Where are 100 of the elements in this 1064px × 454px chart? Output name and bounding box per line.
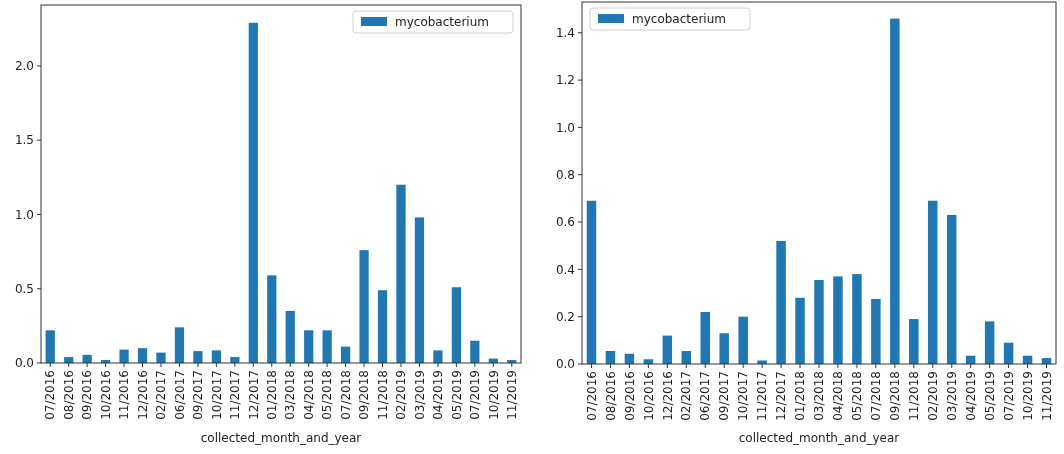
bar — [909, 319, 919, 364]
bar — [738, 316, 748, 364]
x-tick-label: 03/2018 — [283, 370, 298, 420]
x-tick-label: 10/2017 — [209, 370, 224, 420]
x-tick-label: 02/2017 — [154, 370, 169, 420]
y-tick-label: 0.6 — [555, 215, 575, 230]
bar — [833, 276, 843, 364]
x-tick-label: 02/2019 — [394, 370, 409, 420]
y-tick-label: 0.2 — [555, 309, 575, 324]
x-tick-label: 12/2016 — [660, 371, 675, 421]
bar — [322, 330, 332, 363]
x-tick-label: 07/2018 — [338, 370, 353, 420]
bar — [248, 22, 258, 363]
bar — [377, 290, 388, 363]
bar — [795, 297, 805, 364]
x-tick-label: 11/2016 — [117, 370, 132, 420]
y-tick-label: 0.5 — [14, 281, 34, 296]
x-tick-label: 08/2016 — [603, 371, 618, 421]
x-tick-label: 11/2018 — [907, 371, 921, 421]
x-tick-label: 01/2018 — [793, 371, 808, 421]
x-tick-label: 10/2016 — [98, 370, 113, 420]
x-tick-label: 05/2018 — [850, 371, 865, 421]
x-tick-label: 03/2019 — [412, 370, 427, 420]
bar — [433, 350, 443, 363]
x-tick-label: 05/2019 — [449, 370, 464, 420]
bar — [137, 348, 148, 363]
x-tick-label: 10/2017 — [736, 371, 751, 421]
x-axis-title: collected_month_and_year — [200, 431, 362, 445]
x-tick-label: 12/2016 — [135, 370, 150, 420]
x-tick-label: 03/2019 — [944, 371, 959, 421]
y-tick-label: 0.4 — [555, 262, 575, 277]
y-tick-label: 1.0 — [555, 120, 575, 135]
x-tick-label: 05/2019 — [982, 371, 997, 421]
y-tick-label: 1.4 — [555, 25, 575, 40]
x-tick-label: 09/2017 — [191, 370, 206, 420]
x-tick-label: 05/2018 — [320, 370, 335, 420]
bar — [267, 275, 277, 363]
bar — [119, 349, 129, 363]
x-tick-label: 10/2016 — [641, 371, 656, 421]
x-tick-label: 07/2016 — [43, 370, 58, 420]
x-tick-label: 09/2016 — [622, 371, 637, 421]
bar — [928, 200, 938, 364]
x-tick-label: 09/2018 — [888, 371, 903, 421]
x-tick-label: 02/2019 — [925, 371, 940, 421]
x-tick-label: 04/2019 — [431, 370, 446, 420]
bar — [871, 298, 881, 364]
x-tick-label: 07/2018 — [869, 371, 884, 421]
bar — [946, 214, 957, 364]
x-tick-label: 04/2018 — [831, 371, 846, 421]
bar — [719, 333, 729, 364]
legend-label: mycobacterium — [395, 15, 489, 29]
bar — [414, 217, 425, 363]
x-tick-label: 09/2017 — [717, 371, 732, 421]
bar — [396, 184, 406, 363]
x-tick-label: 11/2018 — [375, 370, 390, 420]
x-tick-label: 07/2019 — [468, 370, 483, 420]
x-tick-label: 04/2018 — [301, 370, 316, 420]
x-tick-label: 12/2017 — [774, 371, 789, 421]
y-tick-label: 1.5 — [14, 133, 34, 148]
x-tick-label: 01/2018 — [264, 370, 279, 420]
bar — [890, 18, 900, 364]
x-axis-title: collected_month_and_year — [738, 431, 900, 445]
legend-label: mycobacterium — [632, 12, 726, 26]
x-tick-label: 08/2016 — [61, 370, 76, 420]
y-tick-label: 0.0 — [555, 357, 575, 372]
x-tick-label: 02/2017 — [679, 371, 694, 421]
bar — [662, 335, 673, 364]
bar — [156, 352, 166, 363]
x-tick-label: 12/2017 — [246, 370, 261, 420]
bar — [470, 340, 480, 363]
x-tick-label: 11/2019 — [1039, 371, 1054, 421]
bar — [359, 250, 369, 363]
x-tick-label: 11/2017 — [228, 370, 243, 420]
bar — [285, 311, 295, 363]
x-tick-label: 09/2016 — [80, 370, 95, 420]
bar — [451, 287, 461, 363]
x-tick-label: 06/2017 — [172, 370, 187, 420]
bar — [814, 280, 824, 364]
bar — [852, 274, 862, 364]
y-tick-label: 1.2 — [555, 73, 575, 88]
y-tick-label: 0.0 — [14, 356, 34, 371]
bar — [304, 330, 314, 363]
bar — [211, 350, 221, 363]
bar — [776, 240, 786, 364]
x-tick-label: 10/2019 — [1020, 371, 1035, 421]
bar — [700, 311, 710, 364]
x-tick-label: 11/2019 — [504, 370, 519, 420]
x-tick-label: 07/2019 — [1001, 371, 1016, 421]
bar — [174, 327, 185, 363]
y-tick-label: 0.8 — [555, 167, 575, 182]
x-tick-label: 04/2019 — [963, 371, 978, 421]
bar — [984, 321, 995, 364]
x-tick-label: 07/2016 — [584, 371, 599, 421]
x-tick-label: 09/2018 — [357, 370, 372, 420]
x-tick-label: 10/2019 — [486, 370, 501, 420]
y-tick-label: 2.0 — [14, 59, 34, 74]
bar — [586, 200, 597, 364]
bar — [45, 330, 55, 363]
x-tick-label: 03/2018 — [812, 371, 827, 421]
y-tick-label: 1.0 — [14, 207, 34, 222]
